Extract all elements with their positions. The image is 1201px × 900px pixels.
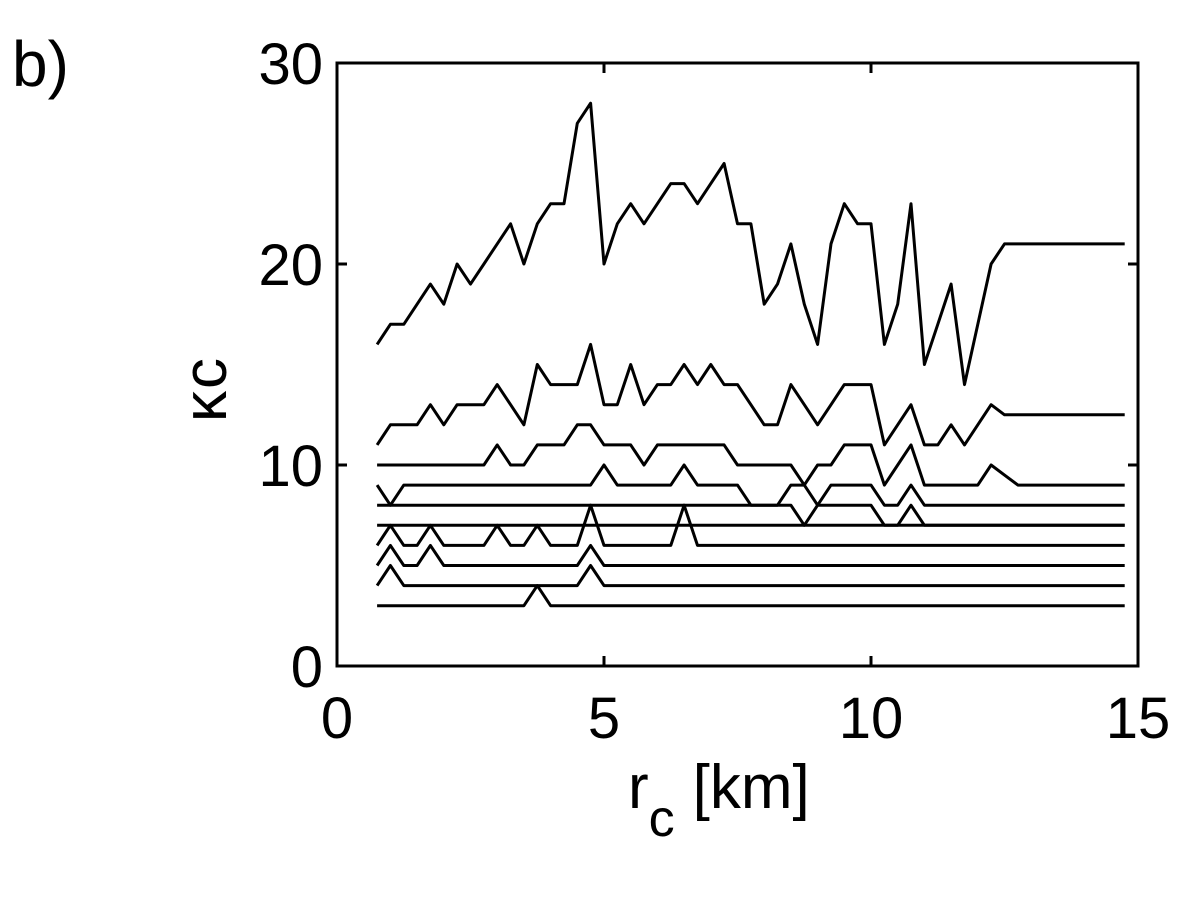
series-line-10	[377, 584, 1125, 608]
y-tick-label-1: 10	[258, 434, 323, 499]
tick-layer: 0 5 10 15 0 10 20 30	[258, 32, 1170, 751]
series-line-1	[375, 101, 1125, 387]
y-tick-label-3: 30	[258, 32, 323, 97]
x-tick-label-3: 15	[1106, 686, 1171, 751]
x-axis-label-unit: [km]	[693, 753, 810, 822]
y-axis-label-sub: c	[171, 358, 240, 389]
x-axis-label: rc [km]	[628, 753, 810, 848]
series-line-2	[375, 342, 1125, 447]
y-axis-label: κc	[171, 358, 240, 422]
y-tick-label-0: 0	[291, 635, 323, 700]
x-tick-label-1: 5	[588, 686, 620, 751]
series-line-9	[375, 564, 1125, 588]
x-axis-label-sub: c	[649, 790, 675, 848]
x-tick-label-0: 0	[321, 686, 353, 751]
series-line-3	[377, 423, 1125, 487]
series-layer	[375, 101, 1125, 608]
series-line-7	[375, 503, 1125, 547]
series-line-4	[375, 463, 1125, 507]
panel-label: b)	[12, 28, 69, 100]
series-line-8	[375, 543, 1125, 567]
y-axis-label-main: κ	[171, 390, 240, 422]
y-tick-label-2: 20	[258, 233, 323, 298]
x-axis-label-main: r	[628, 753, 649, 822]
plot-frame	[335, 61, 1140, 668]
x-tick-label-2: 10	[839, 686, 904, 751]
series-line-5	[377, 503, 1125, 527]
